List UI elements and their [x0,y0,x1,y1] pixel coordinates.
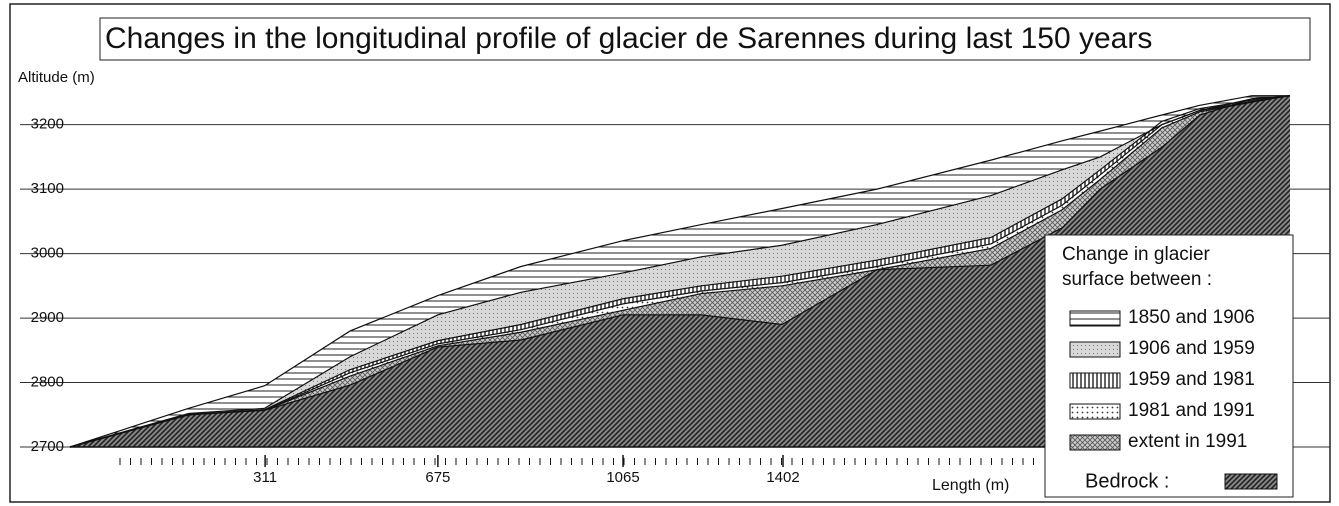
legend-label: 1981 and 1991 [1128,400,1255,421]
surface-line [69,95,1291,448]
y-tick-label: 2900 [31,309,64,326]
layer-fill [70,95,1290,447]
legend-title: surface between : [1062,269,1212,290]
y-tick-label: 3100 [31,180,64,197]
frame [9,3,1331,503]
legend-label: 1906 and 1959 [1128,338,1255,359]
layer-fill [70,95,1290,447]
y-tick-label: 3200 [31,116,64,133]
surface-line [69,95,1291,448]
legend-title: Change in glacier [1062,244,1211,265]
legend-box [1044,234,1294,498]
surface-line [69,95,1291,448]
legend-swatch [1069,372,1121,389]
legend-swatch [1069,403,1121,420]
surface-line [69,95,1291,448]
y-tick-label: 2700 [31,438,64,455]
x-tick-label: 675 [425,469,450,486]
x-tick-label: 311 [253,469,277,486]
legend-swatch [1069,434,1121,451]
layer-fill [70,95,1290,447]
legend-label: 1850 and 1906 [1128,307,1255,328]
legend-swatch [1224,473,1278,490]
chart-title: Changes in the longitudinal profile of g… [105,22,1152,55]
x-tick-label: 1065 [606,469,639,486]
title-box [99,17,1311,61]
y-axis-label: Altitude (m) [18,69,95,86]
layer-fill [70,95,1290,447]
legend-swatch [1069,341,1121,358]
y-tick-label: 3000 [31,245,64,262]
legend-label: extent in 1991 [1128,431,1247,452]
surface-line [69,95,1290,448]
bedrock-label: Bedrock : [1085,470,1169,492]
y-tick-label: 2800 [31,374,64,391]
legend-label: 1959 and 1981 [1128,369,1255,390]
legend-swatch [1069,310,1121,327]
x-tick-label: 1402 [766,469,799,486]
x-axis-label: Length (m) [932,477,1009,494]
